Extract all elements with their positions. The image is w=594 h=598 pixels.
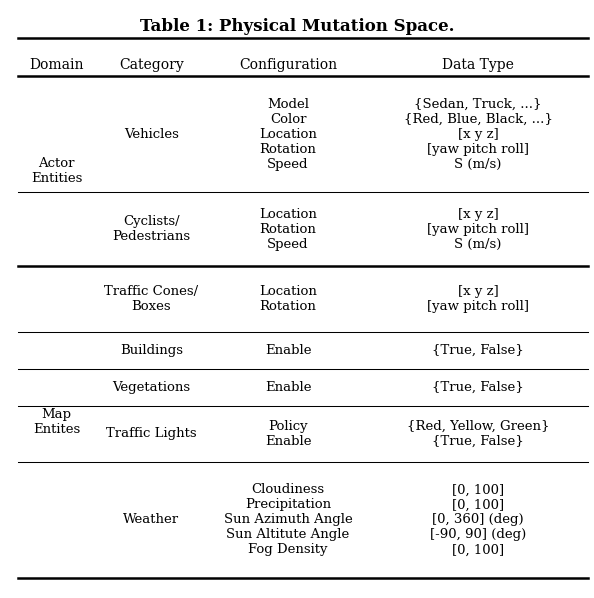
Text: Enable: Enable: [265, 344, 311, 357]
Text: Table 1: Physical Mutation Space.: Table 1: Physical Mutation Space.: [140, 18, 454, 35]
Text: Actor
Entities: Actor Entities: [31, 157, 82, 185]
Text: Traffic Lights: Traffic Lights: [106, 428, 197, 441]
Text: Model
Color
Location
Rotation
Speed: Model Color Location Rotation Speed: [259, 97, 317, 170]
Text: [x y z]
[yaw pitch roll]
S (m/s): [x y z] [yaw pitch roll] S (m/s): [427, 208, 529, 251]
Text: {True, False}: {True, False}: [432, 381, 524, 394]
Text: Category: Category: [119, 58, 184, 72]
Text: Map
Entites: Map Entites: [33, 408, 80, 436]
Text: Data Type: Data Type: [442, 58, 514, 72]
Text: Weather: Weather: [124, 513, 179, 526]
Text: Traffic Cones/
Boxes: Traffic Cones/ Boxes: [105, 285, 198, 313]
Text: Cyclists/
Pedestrians: Cyclists/ Pedestrians: [112, 215, 191, 243]
Text: Policy
Enable: Policy Enable: [265, 420, 311, 448]
Text: Vegetations: Vegetations: [112, 381, 191, 394]
Text: [x y z]
[yaw pitch roll]: [x y z] [yaw pitch roll]: [427, 285, 529, 313]
Text: Cloudiness
Precipitation
Sun Azimuth Angle
Sun Altitute Angle
Fog Density: Cloudiness Precipitation Sun Azimuth Ang…: [224, 483, 352, 556]
Text: {Red, Yellow, Green}
{True, False}: {Red, Yellow, Green} {True, False}: [407, 420, 549, 448]
Text: Domain: Domain: [29, 58, 84, 72]
Text: {Sedan, Truck, ...}
{Red, Blue, Black, ...}
[x y z]
[yaw pitch roll]
S (m/s): {Sedan, Truck, ...} {Red, Blue, Black, .…: [404, 97, 552, 170]
Text: [0, 100]
[0, 100]
[0, 360] (deg)
[-90, 90] (deg)
[0, 100]: [0, 100] [0, 100] [0, 360] (deg) [-90, 9…: [430, 483, 526, 556]
Text: Location
Rotation: Location Rotation: [259, 285, 317, 313]
Text: Enable: Enable: [265, 381, 311, 394]
Text: Buildings: Buildings: [120, 344, 183, 357]
Text: Location
Rotation
Speed: Location Rotation Speed: [259, 208, 317, 251]
Text: {True, False}: {True, False}: [432, 344, 524, 357]
Text: Configuration: Configuration: [239, 58, 337, 72]
Text: Vehicles: Vehicles: [124, 127, 179, 141]
